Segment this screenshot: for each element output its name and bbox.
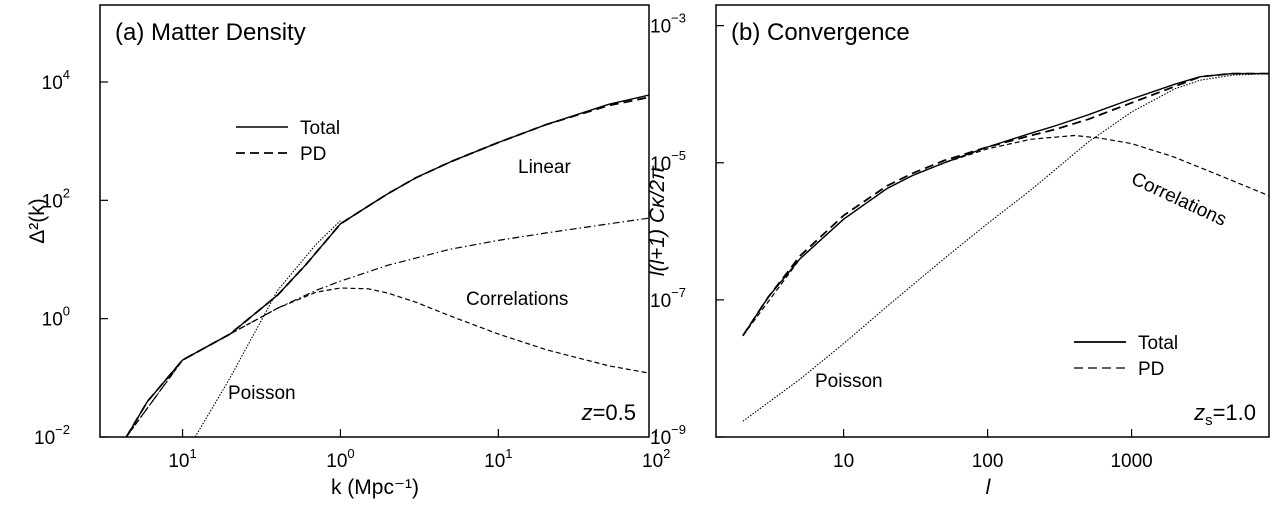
x-tick-label: 100 [326,446,354,472]
y-tick-label: 100 [42,304,70,331]
panel-a-legend-pd: PD [300,144,326,165]
y-tick-label: 102 [42,185,70,212]
panel-a-y-ticks: 10−2 100 102 104 [34,67,108,449]
panel-a-x-label: k (Mpc⁻¹) [331,476,419,499]
panel-b-x-ticks: 10 100 1000 [833,429,1153,472]
series-correlations-line [742,134,1270,337]
panel-b-x-label: l [986,476,992,499]
y-tick-label: 10−9 [650,422,686,449]
series-pd-line [125,96,650,438]
panel-a-frame [99,4,650,438]
panel-b-curves [742,72,1270,422]
panel-b-annotation-correlations: Correlations [1128,168,1230,230]
x-tick-label: 102 [642,446,670,472]
panel-a-redshift-label: z=0.5 [581,400,636,425]
panel-a-annotation-poisson: Poisson [228,383,296,404]
panel-a-x-ticks: 101 100 101 102 [168,429,670,472]
panel-b-y-label: l(l+1) Cκ/2π [646,165,669,276]
panel-b-source-redshift-label: zs=1.0 [1193,400,1256,429]
panel-b-legend: Total PD [1074,333,1178,380]
x-tick-label: 100 [972,451,1004,472]
panel-a-legend: Total PD [236,118,340,165]
y-tick-label: 104 [42,67,70,94]
panel-a-annotation-correlations: Correlations [466,289,568,310]
panel-b-legend-total: Total [1138,333,1178,354]
y-tick-label: 10−2 [34,422,70,449]
y-tick-label: 10−5 [650,148,686,175]
series-linear-line [125,217,650,438]
panel-b-convergence: 10 100 1000 10−9 10−7 10−5 10−3 (b) Convergen… [646,4,1270,499]
x-tick-label: 101 [168,446,196,472]
panel-a-y-label: Δ²(k) [26,198,49,244]
series-pd-line [742,72,1269,337]
panel-a-title: (a) Matter Density [115,19,306,46]
panel-b-y-ticks: 10−9 10−7 10−5 10−3 [650,11,724,449]
series-poisson-line [194,220,341,438]
series-correlations-line [125,287,650,438]
panel-b-title: (b) Convergence [731,19,910,46]
x-tick-label: 101 [484,446,512,472]
x-tick-label: 10 [833,451,854,472]
series-poisson-line [742,73,1270,422]
panel-a-legend-total: Total [300,118,340,139]
panel-a-curves [125,94,650,438]
panel-a-annotation-linear: Linear [518,157,571,178]
panel-b-legend-pd: PD [1138,359,1164,380]
series-total-line [125,94,650,438]
panel-b-frame [715,4,1270,438]
panel-a-matter-density: 101 100 101 102 10−2 100 102 104 (a) Matter De… [26,4,670,499]
y-tick-label: 10−7 [650,285,686,312]
y-tick-label: 10−3 [650,11,686,38]
panel-b-annotation-poisson: Poisson [815,371,883,392]
x-tick-label: 1000 [1110,451,1152,472]
series-total-line [742,72,1269,337]
